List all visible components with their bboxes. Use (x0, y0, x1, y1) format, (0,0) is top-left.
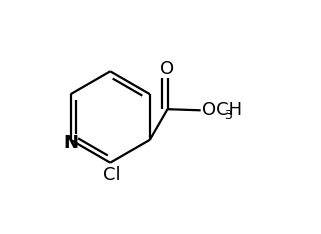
Text: Cl: Cl (103, 166, 120, 184)
Text: O: O (160, 60, 175, 78)
Text: OCH: OCH (202, 101, 242, 119)
Text: N: N (63, 134, 78, 152)
Text: 3: 3 (224, 109, 232, 122)
